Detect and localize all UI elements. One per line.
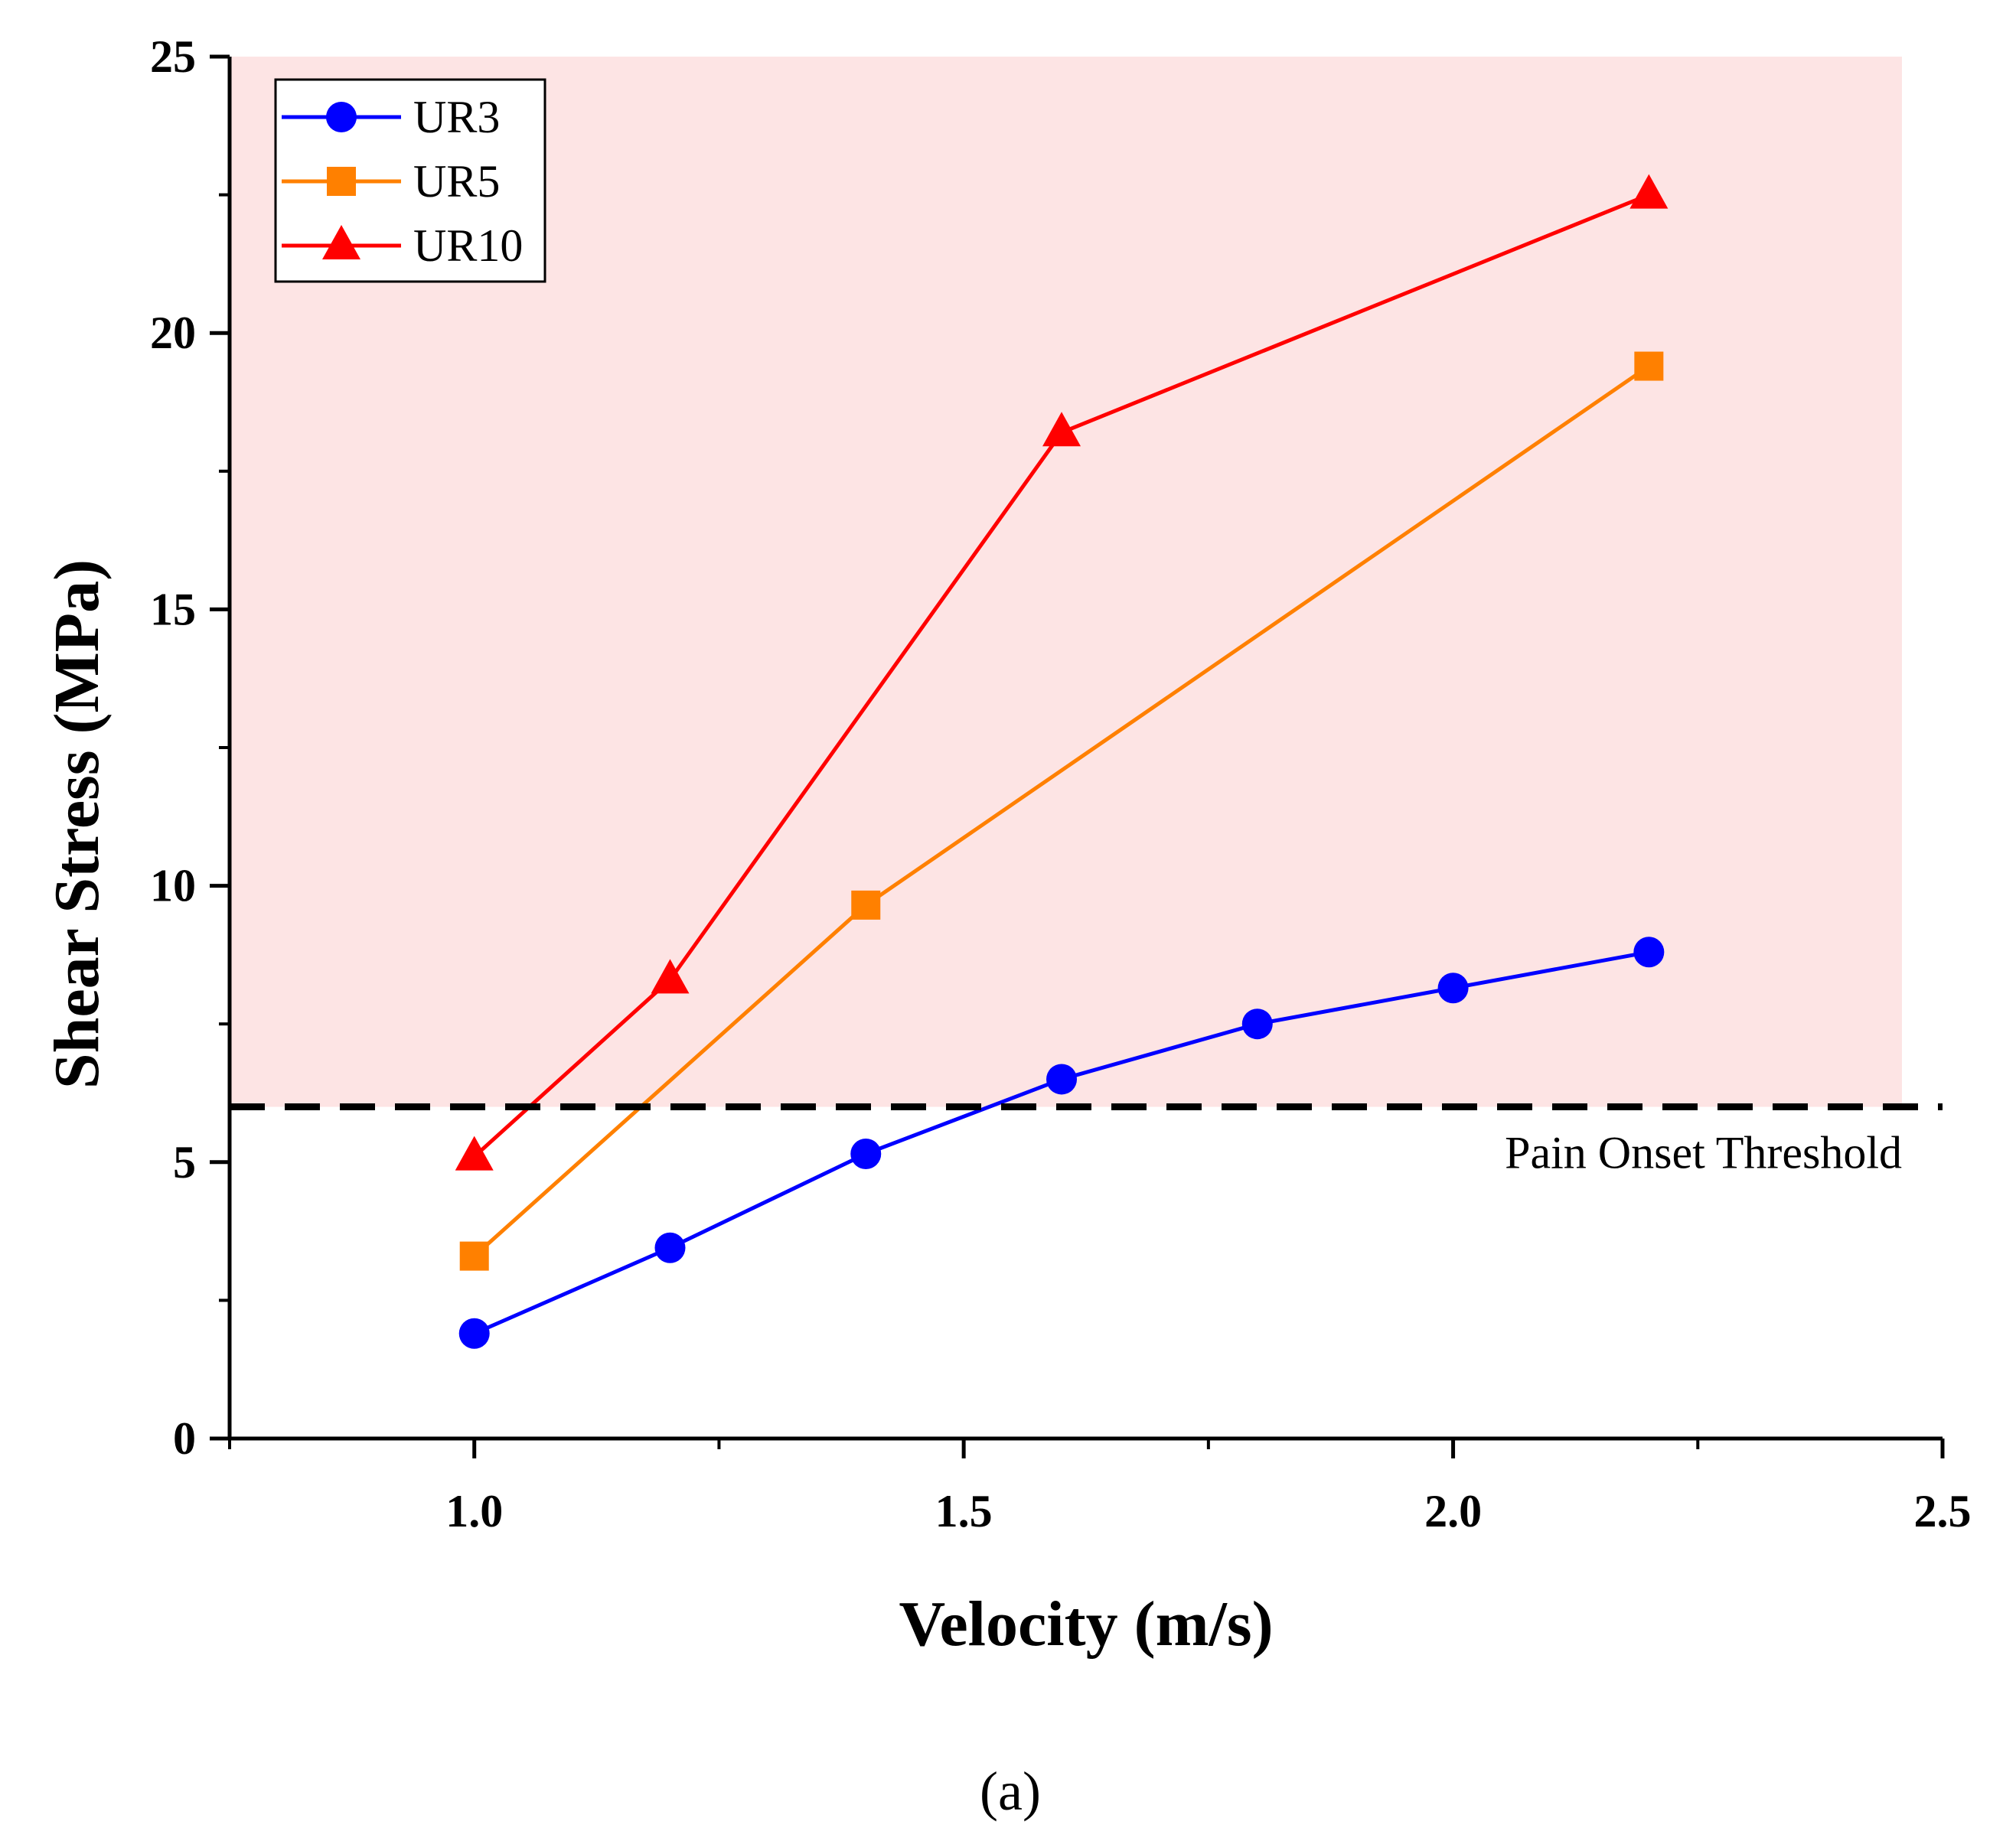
data-point-ur3 — [1046, 1064, 1078, 1095]
legend: UR3 UR5 UR10 — [274, 78, 546, 283]
pain-threshold-label: Pain Onset Threshold — [1505, 1128, 1902, 1178]
data-point-ur3 — [1241, 1008, 1273, 1040]
data-point-ur3 — [850, 1138, 882, 1169]
x-axis-title: Velocity (m/s) — [899, 1588, 1273, 1660]
x-tick-label: 2.0 — [1424, 1486, 1482, 1536]
y-tick-label: 25 — [150, 31, 196, 82]
data-point-ur5 — [851, 890, 881, 920]
series-ur3 — [458, 937, 1665, 1349]
axes: 0 5 10 15 20 25 1.0 1.5 2.0 2.5 — [150, 31, 1972, 1536]
y-tick-label: 5 — [173, 1137, 196, 1188]
x-tick-label: 1.5 — [935, 1486, 993, 1536]
data-point-ur5 — [1634, 351, 1664, 381]
legend-marker-ur10 — [322, 225, 360, 259]
data-point-ur3 — [1633, 937, 1665, 968]
y-tick-label: 20 — [150, 308, 196, 358]
legend-label-ur10: UR10 — [413, 220, 523, 271]
legend-label-ur3: UR3 — [413, 92, 500, 142]
x-tick-label: 1.0 — [445, 1486, 503, 1536]
y-axis-title: Shear Stress (MPa) — [41, 559, 113, 1089]
legend-marker-ur3 — [326, 102, 357, 132]
data-point-ur3 — [1437, 973, 1469, 1004]
data-point-ur10 — [651, 959, 690, 994]
legend-label-ur5: UR5 — [413, 156, 500, 207]
series-line-ur10 — [473, 193, 1650, 1158]
x-tick-label: 2.5 — [1914, 1486, 1972, 1536]
data-point-ur5 — [459, 1241, 489, 1271]
legend-marker-ur5 — [327, 167, 356, 196]
series-layer — [455, 174, 1669, 1349]
series-ur10 — [455, 174, 1669, 1171]
y-tick-label: 10 — [150, 861, 196, 911]
figure-caption: (a) — [980, 1761, 1041, 1822]
data-point-ur3 — [458, 1318, 490, 1349]
data-point-ur10 — [455, 1136, 494, 1171]
data-point-ur3 — [654, 1232, 686, 1263]
series-ur5 — [459, 351, 1664, 1271]
data-point-ur10 — [1042, 412, 1081, 447]
y-tick-label: 0 — [173, 1413, 196, 1464]
data-point-ur10 — [1629, 174, 1669, 209]
y-tick-label: 15 — [150, 584, 196, 634]
